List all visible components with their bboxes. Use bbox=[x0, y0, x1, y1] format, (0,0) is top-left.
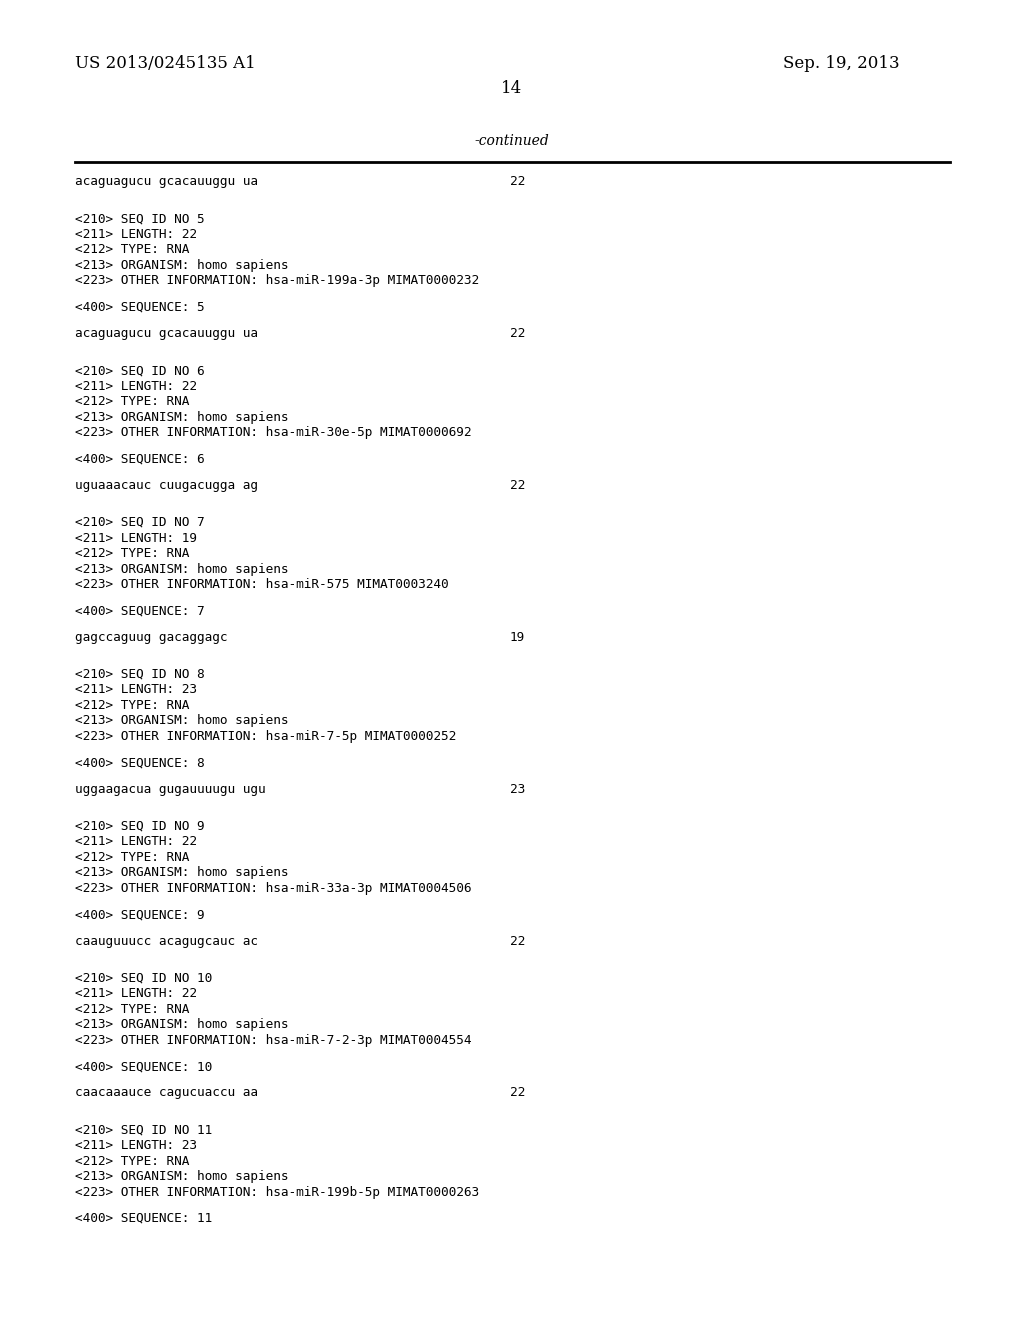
Text: uguaaacauc cuugacugga ag: uguaaacauc cuugacugga ag bbox=[75, 479, 258, 492]
Text: <223> OTHER INFORMATION: hsa-miR-7-5p MIMAT0000252: <223> OTHER INFORMATION: hsa-miR-7-5p MI… bbox=[75, 730, 457, 743]
Text: <210> SEQ ID NO 11: <210> SEQ ID NO 11 bbox=[75, 1123, 212, 1137]
Text: <213> ORGANISM: homo sapiens: <213> ORGANISM: homo sapiens bbox=[75, 562, 289, 576]
Text: <223> OTHER INFORMATION: hsa-miR-7-2-3p MIMAT0004554: <223> OTHER INFORMATION: hsa-miR-7-2-3p … bbox=[75, 1034, 471, 1047]
Text: 19: 19 bbox=[510, 631, 525, 644]
Text: 22: 22 bbox=[510, 479, 525, 492]
Text: <400> SEQUENCE: 6: <400> SEQUENCE: 6 bbox=[75, 453, 205, 466]
Text: caacaaauce cagucuaccu aa: caacaaauce cagucuaccu aa bbox=[75, 1086, 258, 1100]
Text: <211> LENGTH: 23: <211> LENGTH: 23 bbox=[75, 1139, 197, 1152]
Text: US 2013/0245135 A1: US 2013/0245135 A1 bbox=[75, 55, 256, 73]
Text: <213> ORGANISM: homo sapiens: <213> ORGANISM: homo sapiens bbox=[75, 411, 289, 424]
Text: <210> SEQ ID NO 8: <210> SEQ ID NO 8 bbox=[75, 668, 205, 681]
Text: <210> SEQ ID NO 5: <210> SEQ ID NO 5 bbox=[75, 213, 205, 226]
Text: <400> SEQUENCE: 8: <400> SEQUENCE: 8 bbox=[75, 756, 205, 770]
Text: <213> ORGANISM: homo sapiens: <213> ORGANISM: homo sapiens bbox=[75, 1170, 289, 1183]
Text: <210> SEQ ID NO 7: <210> SEQ ID NO 7 bbox=[75, 516, 205, 529]
Text: <211> LENGTH: 22: <211> LENGTH: 22 bbox=[75, 227, 197, 240]
Text: 23: 23 bbox=[510, 783, 525, 796]
Text: 22: 22 bbox=[510, 327, 525, 341]
Text: <213> ORGANISM: homo sapiens: <213> ORGANISM: homo sapiens bbox=[75, 259, 289, 272]
Text: <400> SEQUENCE: 11: <400> SEQUENCE: 11 bbox=[75, 1212, 212, 1225]
Text: <210> SEQ ID NO 6: <210> SEQ ID NO 6 bbox=[75, 364, 205, 378]
Text: <223> OTHER INFORMATION: hsa-miR-33a-3p MIMAT0004506: <223> OTHER INFORMATION: hsa-miR-33a-3p … bbox=[75, 882, 471, 895]
Text: <212> TYPE: RNA: <212> TYPE: RNA bbox=[75, 243, 189, 256]
Text: <212> TYPE: RNA: <212> TYPE: RNA bbox=[75, 851, 189, 863]
Text: acaguagucu gcacauuggu ua: acaguagucu gcacauuggu ua bbox=[75, 176, 258, 187]
Text: <211> LENGTH: 22: <211> LENGTH: 22 bbox=[75, 836, 197, 849]
Text: <213> ORGANISM: homo sapiens: <213> ORGANISM: homo sapiens bbox=[75, 714, 289, 727]
Text: <210> SEQ ID NO 10: <210> SEQ ID NO 10 bbox=[75, 972, 212, 985]
Text: <211> LENGTH: 23: <211> LENGTH: 23 bbox=[75, 684, 197, 697]
Text: <210> SEQ ID NO 9: <210> SEQ ID NO 9 bbox=[75, 820, 205, 833]
Text: <223> OTHER INFORMATION: hsa-miR-199b-5p MIMAT0000263: <223> OTHER INFORMATION: hsa-miR-199b-5p… bbox=[75, 1185, 479, 1199]
Text: caauguuucc acagugcauc ac: caauguuucc acagugcauc ac bbox=[75, 935, 258, 948]
Text: <400> SEQUENCE: 5: <400> SEQUENCE: 5 bbox=[75, 301, 205, 314]
Text: <400> SEQUENCE: 9: <400> SEQUENCE: 9 bbox=[75, 908, 205, 921]
Text: 22: 22 bbox=[510, 935, 525, 948]
Text: <213> ORGANISM: homo sapiens: <213> ORGANISM: homo sapiens bbox=[75, 866, 289, 879]
Text: 22: 22 bbox=[510, 1086, 525, 1100]
Text: 22: 22 bbox=[510, 176, 525, 187]
Text: <212> TYPE: RNA: <212> TYPE: RNA bbox=[75, 546, 189, 560]
Text: <400> SEQUENCE: 7: <400> SEQUENCE: 7 bbox=[75, 605, 205, 618]
Text: <212> TYPE: RNA: <212> TYPE: RNA bbox=[75, 1003, 189, 1015]
Text: uggaagacua gugauuuugu ugu: uggaagacua gugauuuugu ugu bbox=[75, 783, 265, 796]
Text: <211> LENGTH: 22: <211> LENGTH: 22 bbox=[75, 987, 197, 1001]
Text: Sep. 19, 2013: Sep. 19, 2013 bbox=[783, 55, 900, 73]
Text: acaguagucu gcacauuggu ua: acaguagucu gcacauuggu ua bbox=[75, 327, 258, 341]
Text: gagccaguug gacaggagc: gagccaguug gacaggagc bbox=[75, 631, 227, 644]
Text: <223> OTHER INFORMATION: hsa-miR-575 MIMAT0003240: <223> OTHER INFORMATION: hsa-miR-575 MIM… bbox=[75, 578, 449, 591]
Text: <211> LENGTH: 19: <211> LENGTH: 19 bbox=[75, 532, 197, 545]
Text: <212> TYPE: RNA: <212> TYPE: RNA bbox=[75, 1155, 189, 1168]
Text: <211> LENGTH: 22: <211> LENGTH: 22 bbox=[75, 380, 197, 392]
Text: <213> ORGANISM: homo sapiens: <213> ORGANISM: homo sapiens bbox=[75, 1018, 289, 1031]
Text: <223> OTHER INFORMATION: hsa-miR-199a-3p MIMAT0000232: <223> OTHER INFORMATION: hsa-miR-199a-3p… bbox=[75, 275, 479, 288]
Text: <212> TYPE: RNA: <212> TYPE: RNA bbox=[75, 698, 189, 711]
Text: 14: 14 bbox=[502, 81, 522, 96]
Text: <212> TYPE: RNA: <212> TYPE: RNA bbox=[75, 395, 189, 408]
Text: <223> OTHER INFORMATION: hsa-miR-30e-5p MIMAT0000692: <223> OTHER INFORMATION: hsa-miR-30e-5p … bbox=[75, 426, 471, 440]
Text: -continued: -continued bbox=[475, 135, 549, 148]
Text: <400> SEQUENCE: 10: <400> SEQUENCE: 10 bbox=[75, 1060, 212, 1073]
